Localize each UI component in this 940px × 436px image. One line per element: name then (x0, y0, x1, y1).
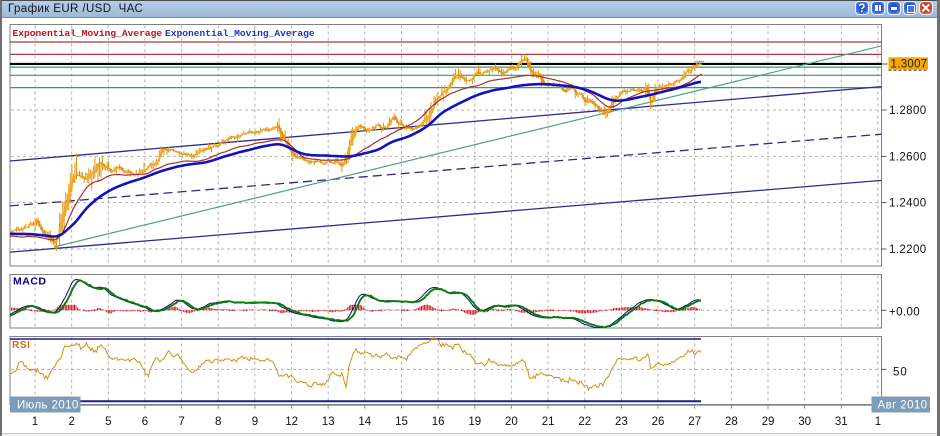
svg-text:1.2800: 1.2800 (889, 105, 927, 117)
svg-text:31: 31 (835, 416, 848, 428)
svg-text:22: 22 (578, 416, 591, 428)
svg-text:13: 13 (322, 416, 335, 428)
svg-text:28: 28 (725, 416, 738, 428)
svg-text:29: 29 (762, 416, 775, 428)
svg-text:6: 6 (142, 416, 148, 428)
svg-text:30: 30 (798, 416, 811, 428)
svg-text:1: 1 (32, 416, 38, 428)
svg-text:1.2200: 1.2200 (889, 244, 927, 256)
svg-text:27: 27 (688, 416, 701, 428)
svg-text:12: 12 (285, 416, 298, 428)
svg-text:MACD: MACD (13, 276, 47, 288)
svg-text:21: 21 (542, 416, 555, 428)
svg-text:16: 16 (432, 416, 445, 428)
svg-text:50: 50 (893, 367, 908, 379)
svg-text:Авг 2010: Авг 2010 (878, 400, 928, 412)
svg-text:15: 15 (395, 416, 408, 428)
svg-text:1.2400: 1.2400 (889, 198, 927, 210)
svg-text:1.3007: 1.3007 (891, 58, 928, 70)
svg-text:1.2600: 1.2600 (889, 151, 927, 163)
svg-text:Exponential_Moving_Average: Exponential_Moving_Average (13, 28, 163, 39)
svg-text:19: 19 (468, 416, 481, 428)
svg-text:7: 7 (178, 416, 184, 428)
svg-text:14: 14 (358, 416, 371, 428)
svg-text:8: 8 (215, 416, 221, 428)
svg-text:20: 20 (505, 416, 518, 428)
svg-text:23: 23 (615, 416, 628, 428)
svg-text:+0.00: +0.00 (889, 307, 920, 319)
svg-text:Exponential_Moving_Average: Exponential_Moving_Average (165, 28, 315, 39)
svg-text:Июль 2010: Июль 2010 (17, 400, 79, 412)
svg-text:2: 2 (68, 416, 74, 428)
svg-text:5: 5 (105, 416, 111, 428)
svg-text:1: 1 (875, 416, 881, 428)
svg-text:26: 26 (652, 416, 665, 428)
svg-text:9: 9 (252, 416, 258, 428)
svg-text:RSI: RSI (12, 340, 30, 351)
